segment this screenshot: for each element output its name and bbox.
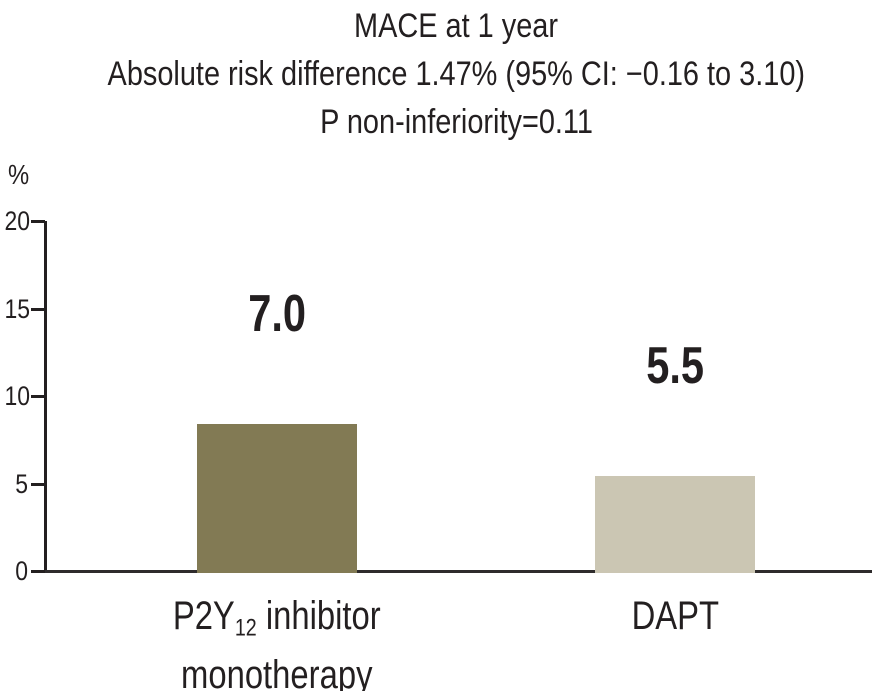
chart-subtitle: Absolute risk difference 1.47% (95% CI: … <box>107 55 805 93</box>
y-tick-label: 15 <box>4 293 31 324</box>
bar-1 <box>197 424 357 573</box>
y-axis-unit-label: % <box>8 159 30 190</box>
subscript: 12 <box>235 614 257 642</box>
chart-title: MACE at 1 year <box>353 7 558 45</box>
y-tick-mark <box>31 482 45 486</box>
y-tick-mark <box>31 307 45 311</box>
x-axis-baseline <box>44 570 872 573</box>
y-tick-mark <box>31 570 45 573</box>
chart-pvalue-line: P non-inferiority=0.11 <box>40 98 872 146</box>
y-tick-label: 20 <box>4 206 31 236</box>
y-tick-mark <box>31 220 45 223</box>
y-tick-mark <box>31 395 45 398</box>
chart-subtitle-line: Absolute risk difference 1.47% (95% CI: … <box>40 50 872 98</box>
y-tick-label: 0 <box>15 556 28 586</box>
chart-title-block: MACE at 1 year Absolute risk difference … <box>40 2 872 146</box>
y-tick-label: 10 <box>4 381 31 411</box>
y-tick-label: 5 <box>15 468 28 499</box>
x-axis-category-label: P2Y12 inhibitor monotherapy <box>173 594 381 691</box>
bar-2 <box>595 475 755 573</box>
chart-pvalue-note: P non-inferiority=0.11 <box>319 103 593 141</box>
chart-title-line: MACE at 1 year <box>40 2 872 50</box>
y-axis-line <box>44 221 47 573</box>
bar-value-label: 7.0 <box>248 285 306 343</box>
x-axis-category-label: DAPT <box>631 594 719 638</box>
bar-value-label: 5.5 <box>646 336 704 395</box>
